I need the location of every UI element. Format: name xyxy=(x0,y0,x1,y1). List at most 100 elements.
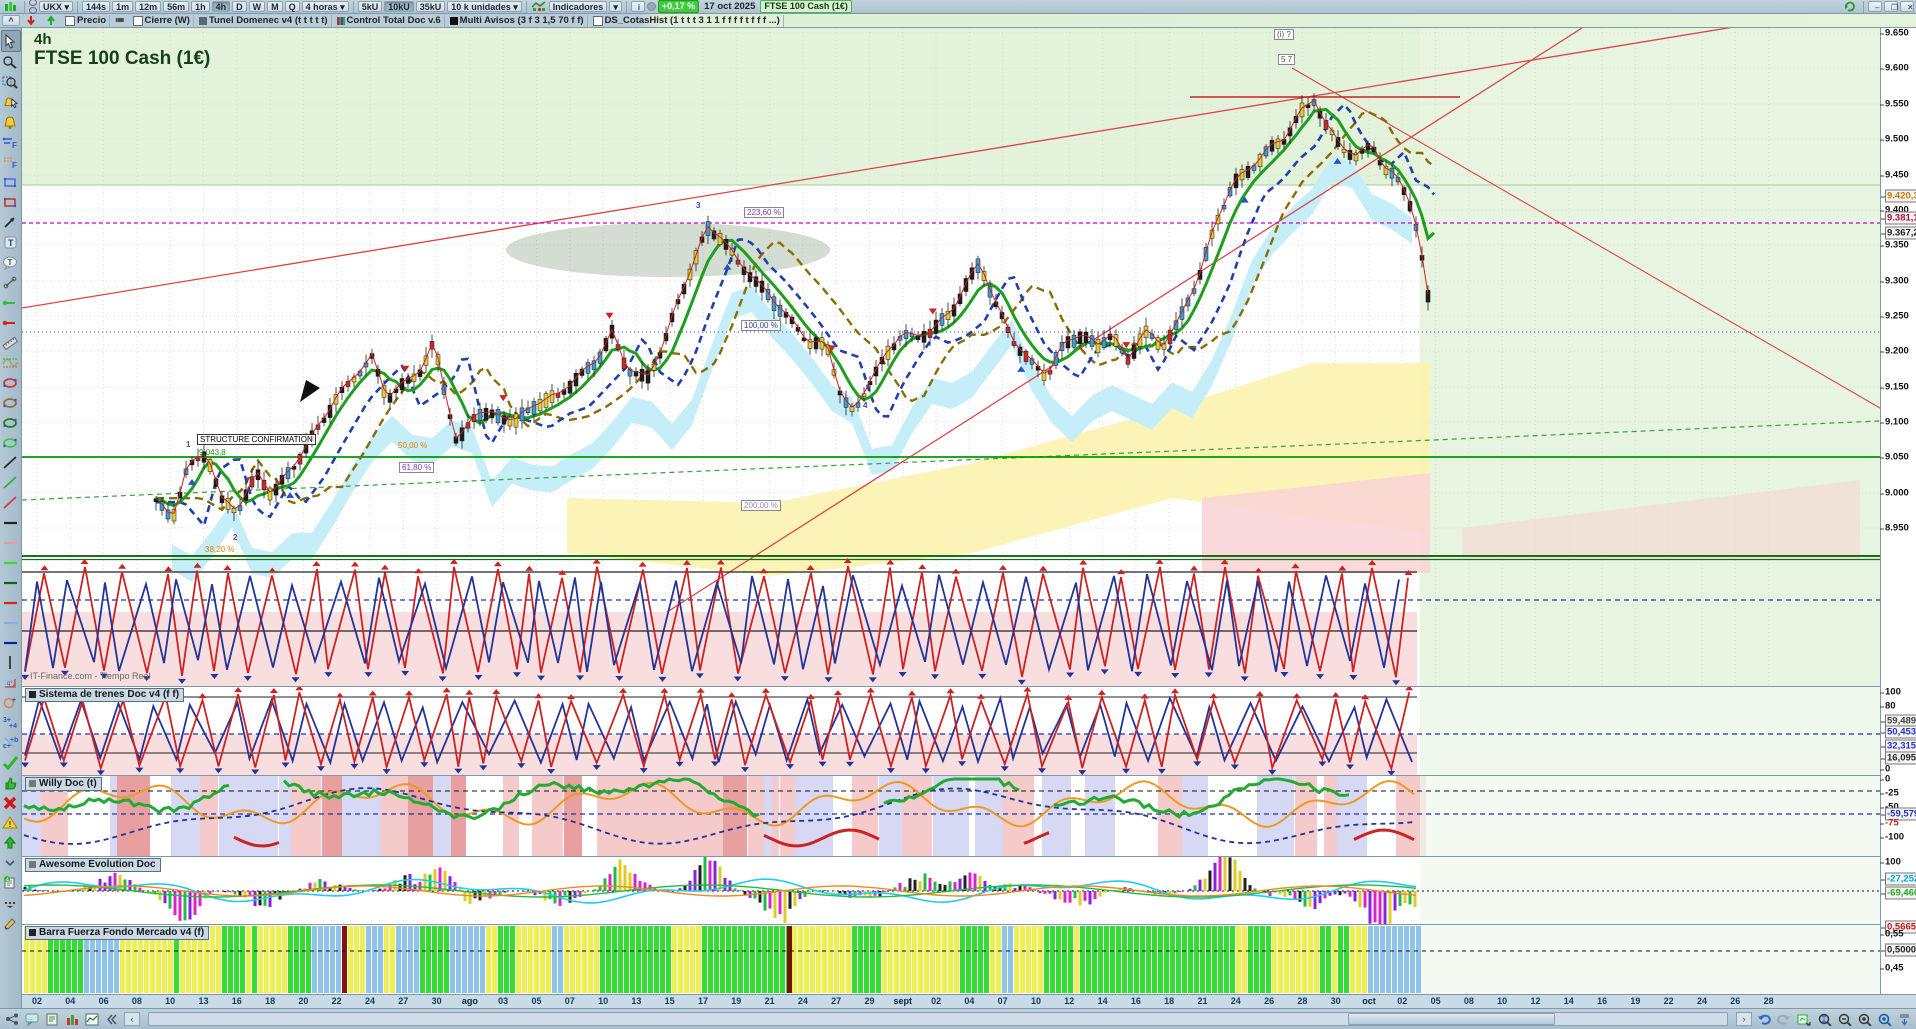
wave-tool[interactable] xyxy=(2,352,20,372)
file-icon[interactable] xyxy=(44,1012,60,1027)
units-button-5kU[interactable]: 5kU xyxy=(357,1,383,12)
text-tool[interactable]: T xyxy=(2,232,20,252)
zoom-in-icon[interactable] xyxy=(1856,1012,1872,1027)
confirm-tool[interactable] xyxy=(2,752,20,772)
hline-red-tool[interactable] xyxy=(2,592,20,612)
timeframe-dropdown[interactable]: 4 horas ▾ xyxy=(301,1,349,12)
warning-tool[interactable]: ! xyxy=(2,812,20,832)
minimize-button[interactable]: – xyxy=(1868,1,1882,12)
timeframe-button-56m[interactable]: 56m xyxy=(163,1,190,12)
info-button[interactable]: i xyxy=(630,1,645,12)
ellipse-brown-tool[interactable] xyxy=(2,392,20,412)
indicator-toggle-0[interactable]: Precio xyxy=(62,14,111,27)
scrollbar-thumb[interactable] xyxy=(1348,1013,1556,1025)
hline-pink-tool[interactable] xyxy=(2,532,20,552)
line-red-tool[interactable] xyxy=(2,492,20,512)
timeframe-button-4h[interactable]: 4h xyxy=(211,1,231,12)
arrow-up-tool[interactable] xyxy=(2,832,20,852)
zoom-range-icon[interactable] xyxy=(1816,1012,1832,1027)
thumbs-up-tool[interactable] xyxy=(2,772,20,792)
timeframe-button-M[interactable]: M xyxy=(267,1,283,12)
symbol-selector[interactable]: UKX ▾ xyxy=(39,1,74,12)
chart-area[interactable]: Sistema de trenes Doc v4 (f f) Willy Doc… xyxy=(21,28,1880,994)
panel-barra-fuerza[interactable]: Barra Fuerza Fondo Mercado v4 (f) xyxy=(22,924,1880,994)
zoom-plus-icon[interactable] xyxy=(1876,1012,1892,1027)
timeframe-button-D[interactable]: D xyxy=(232,1,247,12)
delete-tool[interactable] xyxy=(2,792,20,812)
legend-list-icon[interactable]: ≔ xyxy=(115,15,125,26)
indicators-dropdown[interactable]: ▾ xyxy=(609,1,622,12)
news-panel-button[interactable]: 4 xyxy=(2,872,20,892)
panel-awesome-evolution[interactable]: Awesome Evolution Doc xyxy=(22,850,1880,928)
angle-tool[interactable]: q° xyxy=(2,672,20,692)
line-green-tool[interactable] xyxy=(2,472,20,492)
bars-icon[interactable] xyxy=(64,1012,80,1027)
indicators-button[interactable]: Indicadores xyxy=(548,1,608,12)
link-group-icon[interactable] xyxy=(29,0,37,14)
note-bubble-tool[interactable]: T xyxy=(2,252,20,272)
hline-brightgreen-tool[interactable] xyxy=(2,552,20,572)
close-button[interactable]: ✕ xyxy=(1900,1,1914,12)
buy-arrow-icon[interactable] xyxy=(42,11,60,31)
vline-tool[interactable] xyxy=(2,652,20,672)
alarm-pointer-tool[interactable] xyxy=(2,92,20,112)
hsegment-red-tool[interactable] xyxy=(2,312,20,332)
hline-lightblue-tool[interactable] xyxy=(2,612,20,632)
line-black-tool[interactable] xyxy=(2,452,20,472)
fibonacci-levels-tool[interactable]: F xyxy=(2,152,20,172)
numeric-labels-tool[interactable]: 3+ +4 xyxy=(2,712,20,732)
indicator-toggle-4[interactable]: Multi Avisos (3 f 3 1,5 70 f f) xyxy=(447,14,588,27)
hline-black-tool[interactable] xyxy=(2,512,20,532)
hline-darkgreen-tool[interactable] xyxy=(2,572,20,592)
rectangle-blue-tool[interactable] xyxy=(2,172,20,192)
chevrons-left-icon[interactable] xyxy=(104,1012,120,1027)
chart-window-icon[interactable] xyxy=(84,1012,100,1027)
collapse-tools-button[interactable] xyxy=(2,852,20,872)
collapse-toolbar-button[interactable]: ^ xyxy=(2,15,20,26)
panel-sistema-de-trenes[interactable]: Sistema de trenes Doc v4 (f f) xyxy=(21,685,1880,776)
ellipse-red-tool[interactable] xyxy=(2,372,20,392)
units-button-10kU[interactable]: 10kU xyxy=(384,1,414,12)
fibonacci-tool[interactable]: F xyxy=(2,132,20,152)
units-button-35kU[interactable]: 35kU xyxy=(415,1,446,12)
price-axis[interactable]: 9.650 9.600 9.550 9.500 9.450 9.400 9.350 9.300… xyxy=(1880,28,1916,994)
units-dropdown[interactable]: 10 k unidades ▾ xyxy=(447,1,522,12)
scroll-left-button[interactable]: ‹ xyxy=(124,1012,140,1026)
segment-tool[interactable] xyxy=(2,272,20,292)
more-options-button[interactable] xyxy=(2,892,20,912)
refresh-icon[interactable] xyxy=(1841,0,1859,17)
panel-header[interactable]: Willy Doc (t) xyxy=(25,777,102,791)
sell-arrow-icon[interactable] xyxy=(22,11,40,31)
timeframe-button-144s[interactable]: 144s xyxy=(82,1,111,12)
timeframe-button-1h[interactable]: 1h xyxy=(191,1,210,12)
draw-edit-button[interactable] xyxy=(2,912,20,932)
letter-labels-tool[interactable]: +b c+ xyxy=(2,732,20,752)
panel-header[interactable]: Awesome Evolution Doc xyxy=(25,858,161,872)
scroll-right-button[interactable]: › xyxy=(1736,1012,1752,1026)
zoom-area-tool[interactable] xyxy=(2,72,20,92)
ellipse-green-tool[interactable] xyxy=(2,432,20,452)
share-icon[interactable] xyxy=(4,1012,20,1027)
collapse-icon[interactable] xyxy=(1896,1012,1912,1027)
cursor-tool[interactable] xyxy=(0,30,21,52)
undo-icon[interactable] xyxy=(1756,1012,1772,1027)
panel-header[interactable]: Barra Fuerza Fondo Mercado v4 (f) xyxy=(25,926,210,940)
zoom-out-icon[interactable] xyxy=(1836,1012,1852,1027)
restore-button[interactable]: ❐ xyxy=(1884,1,1898,12)
chart-export-icon[interactable] xyxy=(1796,1012,1812,1027)
time-axis[interactable]: 02 04 06 08 10 13 16 18 20 22 24 27 30 ago 03 05 07 10 13 1… xyxy=(22,994,1916,1008)
hline-navy-tool[interactable] xyxy=(2,632,20,652)
rectangle-red-tool[interactable] xyxy=(2,192,20,212)
trend-arrow-tool[interactable] xyxy=(2,212,20,232)
hsegment-green-tool[interactable] xyxy=(2,292,20,312)
timeframe-button-W[interactable]: W xyxy=(248,1,266,12)
alarm-tool[interactable] xyxy=(2,112,20,132)
timeframe-button-1m[interactable]: 1m xyxy=(112,1,134,12)
panel-willy-doc[interactable]: Willy Doc (t) xyxy=(22,775,1880,856)
indicator-toggle-2[interactable]: Tunel Domenec v4 (t t t t t) xyxy=(196,14,332,27)
ruler-tool[interactable] xyxy=(2,332,20,352)
indicator-toggle-5[interactable]: DS_CotasHist (1 t t t 3 1 1 f f f f t f … xyxy=(590,14,784,27)
time-scrollbar[interactable] xyxy=(148,1012,1728,1026)
price-chart[interactable] xyxy=(22,28,1880,686)
indicator-toggle-1[interactable]: Cierre (W) xyxy=(130,14,194,27)
